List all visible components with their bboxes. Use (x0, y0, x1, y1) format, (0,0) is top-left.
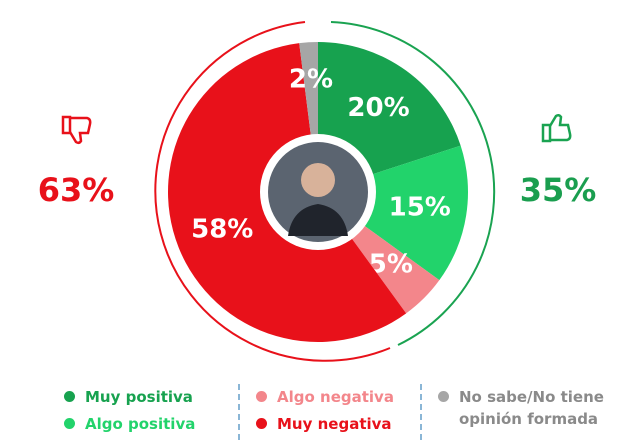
legend-item: Algo positiva (64, 413, 195, 435)
legend-marker (64, 391, 75, 402)
value-label: 15% (389, 193, 451, 223)
legend-item: Algo negativa (256, 386, 394, 408)
value-label: 58% (191, 214, 253, 244)
legend-separator (238, 384, 240, 440)
negative-total: 63% (38, 171, 115, 209)
value-label: 20% (347, 93, 409, 123)
positive-total: 35% (520, 171, 597, 209)
legend-label: Muy positiva (85, 386, 193, 408)
legend-label: Algo positiva (85, 413, 195, 435)
value-label: 2% (289, 65, 333, 95)
photo-face (301, 163, 335, 197)
legend-marker (438, 391, 449, 402)
legend-marker (256, 391, 267, 402)
thumbs-up-icon (543, 115, 570, 141)
legend-label: Algo negativa (277, 386, 394, 408)
legend-item: Muy positiva (64, 386, 193, 408)
legend-marker (64, 418, 75, 429)
legend-label: No sabe/No tiene opinión formada (459, 386, 618, 430)
legend-item: No sabe/No tiene opinión formada (438, 386, 618, 430)
legend-marker (256, 418, 267, 429)
chart: 20%15%5%58%2% 63% 35% (0, 0, 628, 380)
legend-label: Muy negativa (277, 413, 392, 435)
page: 20%15%5%58%2% 63% 35% Muy positivaAlgo p… (0, 0, 628, 448)
thumbs-down-icon (63, 117, 90, 143)
legend-separator (420, 384, 422, 440)
legend-item: Muy negativa (256, 413, 392, 435)
